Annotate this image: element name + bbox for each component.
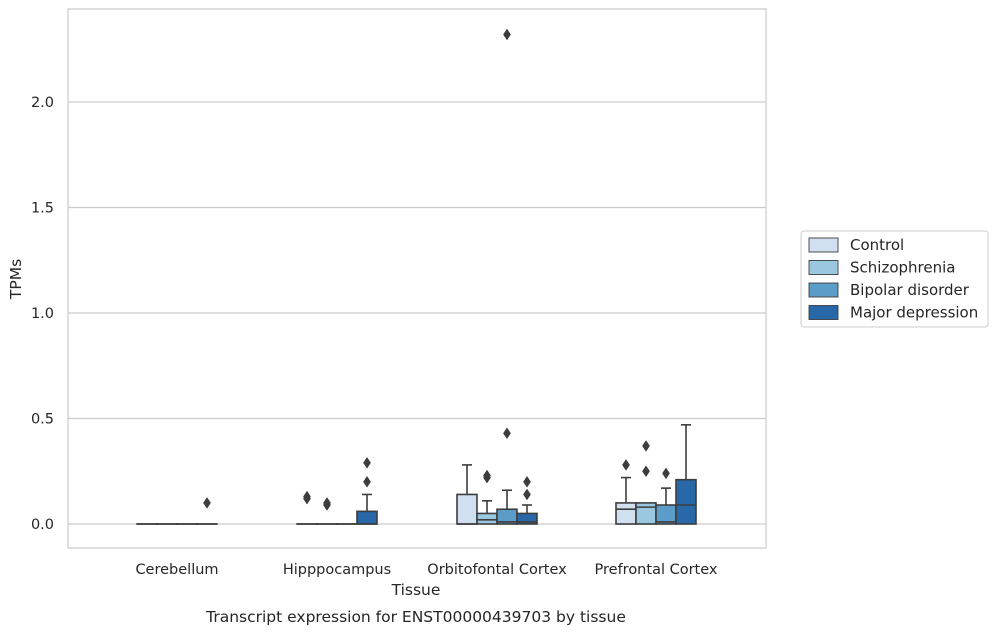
box-group — [496, 28, 518, 525]
legend-item: Control — [808, 236, 904, 254]
box — [615, 502, 637, 525]
box — [675, 478, 697, 525]
box-group — [456, 464, 478, 525]
legend-item: Bipolar disorder — [808, 281, 970, 299]
y-tick-label: 0.0 — [31, 517, 54, 533]
legend-frame — [800, 230, 989, 328]
box-group — [516, 475, 538, 525]
box-group — [356, 456, 378, 525]
box-group — [675, 424, 697, 525]
box-group — [476, 469, 498, 525]
box — [356, 510, 378, 525]
x-tick-label: Orbitofontal Cortex — [427, 562, 567, 578]
box-group — [316, 497, 338, 525]
outlier-point — [363, 456, 371, 469]
outlier-point — [642, 440, 650, 452]
legend-item: Schizophrenia — [808, 259, 955, 277]
legend-label: Control — [850, 236, 904, 254]
plot-area-background — [68, 9, 766, 548]
box — [516, 512, 538, 525]
x-tick-label: Cerebellum — [135, 562, 218, 578]
y-tick-label: 2.0 — [31, 95, 54, 111]
outlier-point — [303, 490, 311, 503]
legend-swatch — [808, 282, 839, 298]
outlier-point — [622, 459, 630, 471]
legend-swatch — [808, 260, 839, 275]
outlier-point — [503, 427, 511, 440]
x-tick-label: Hipppocampus — [283, 562, 391, 578]
y-tick-label: 1.5 — [31, 201, 54, 217]
y-tick-label: 1.0 — [31, 306, 54, 322]
outlier-point — [323, 497, 331, 509]
outlier-point — [523, 488, 531, 501]
legend-item: Major depression — [808, 304, 978, 322]
legend-swatch — [808, 237, 839, 253]
box — [635, 502, 657, 525]
legend-label: Schizophrenia — [850, 259, 955, 277]
box — [476, 512, 498, 525]
x-tick-labels: Cerebellum Hipppocampus Orbitofontal Corte… — [135, 562, 717, 578]
outlier-point — [203, 497, 211, 509]
outlier-point — [642, 465, 650, 478]
box — [456, 493, 478, 525]
y-tick-labels: 0.0 0.5 1.0 1.5 2.0 — [31, 95, 54, 533]
legend: Control Schizophrenia Bipolar disorder Majo… — [800, 230, 989, 328]
box-group — [635, 440, 657, 525]
y-tick-label: 0.5 — [31, 412, 54, 428]
box-group — [196, 497, 218, 525]
x-axis-title: Tissue — [391, 581, 441, 599]
box-group — [615, 459, 637, 525]
plot-area-frame — [67, 8, 767, 549]
boxes — [136, 28, 697, 525]
x-tick-label: Prefrontal Cortex — [595, 562, 718, 578]
legend-label: Major depression — [850, 304, 978, 322]
outlier-point — [483, 469, 491, 482]
legend-label: Bipolar disorder — [850, 281, 970, 299]
y-axis-title: TPMs — [7, 259, 25, 300]
chart-caption: Transcript expression for ENST0000043970… — [205, 608, 626, 626]
legend-swatch — [808, 305, 839, 320]
outlier-point — [662, 467, 670, 480]
outlier-point — [363, 475, 371, 488]
outlier-point — [523, 475, 531, 488]
outlier-point — [503, 28, 511, 41]
